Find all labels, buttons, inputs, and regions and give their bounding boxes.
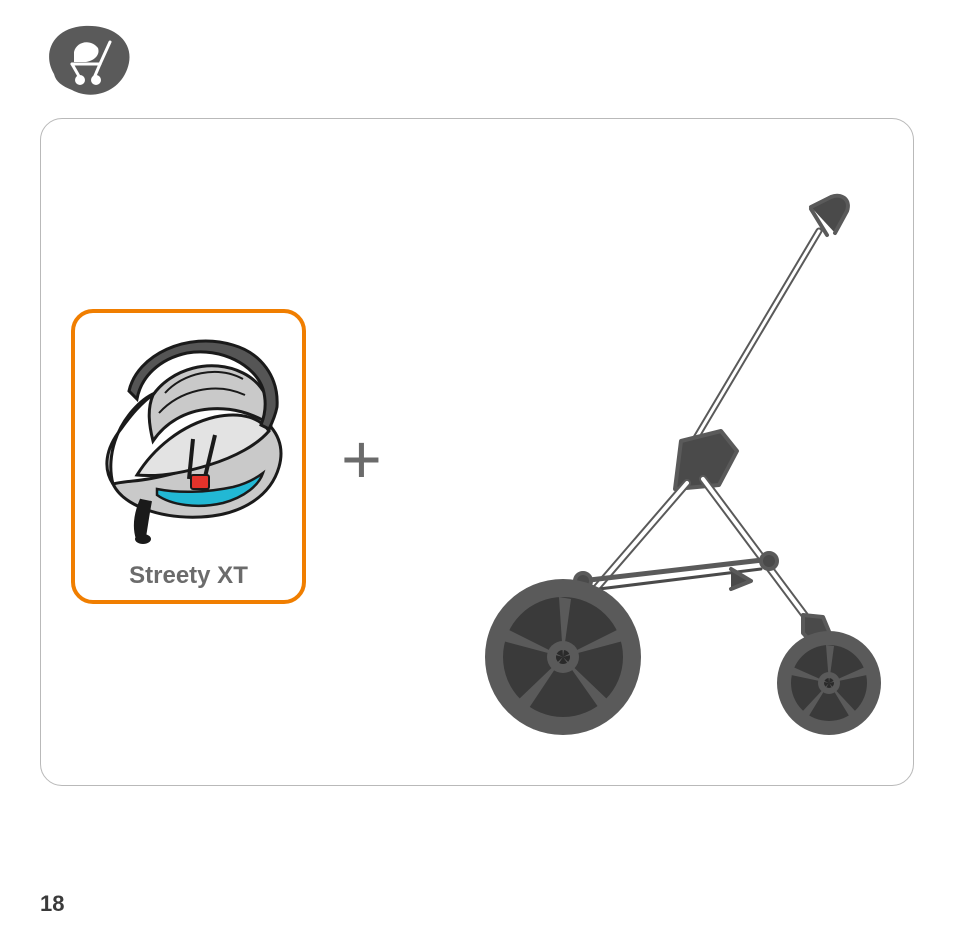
product-highlight-box: Streety XT: [71, 309, 306, 604]
page-number: 18: [40, 891, 64, 917]
rear-wheel-icon: [485, 579, 641, 735]
product-label: Streety XT: [75, 562, 302, 590]
front-wheel-icon: [777, 631, 881, 735]
instruction-panel: Streety XT +: [40, 118, 914, 786]
manual-page: Streety XT +: [0, 0, 954, 947]
car-seat-illustration: [93, 329, 293, 549]
stroller-badge-icon: [46, 24, 132, 96]
plus-operator: +: [341, 424, 382, 494]
stroller-frame-illustration: [431, 189, 891, 749]
